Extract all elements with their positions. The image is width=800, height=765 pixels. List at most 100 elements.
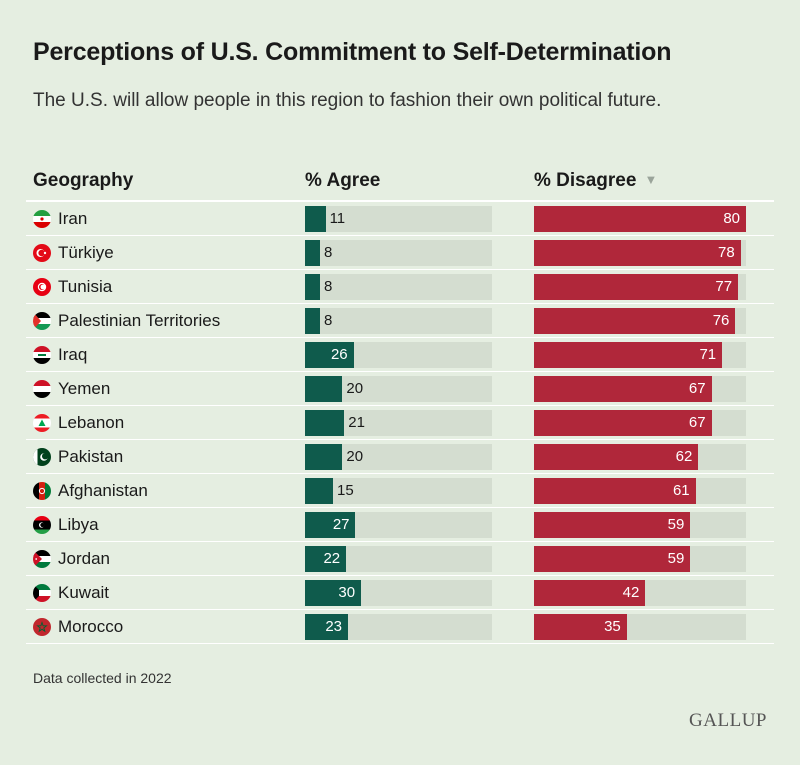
agree-bar-track: 8 [305,240,492,266]
kuwait-flag-icon [33,584,51,602]
disagree-value-label: 76 [712,312,730,329]
disagree-value-label: 80 [723,210,740,227]
agree-bar-track: 8 [305,308,492,334]
lebanon-flag-icon [33,414,51,432]
agree-bar-track: 30 [305,580,492,606]
agree-value-label: 15 [337,482,354,499]
country-label: Afghanistan [58,481,148,500]
libya-flag-icon [33,516,51,534]
agree-value-label: 27 [332,516,350,533]
agree-bar [305,410,345,436]
row-divider [26,235,774,236]
agree-bar [305,308,320,334]
disagree-bar [534,444,699,470]
disagree-value-label: 59 [667,550,685,567]
disagree-bar-track: 59 [534,546,746,572]
agree-bar-track: 8 [305,274,492,300]
tunisia-flag-icon [33,278,51,296]
row-yemen: Yemen 20 67 [0,372,800,406]
row-divider [26,371,774,372]
agree-bar-track: 11 [305,206,492,232]
agree-bar [305,512,356,538]
agree-bar-track: 20 [305,376,492,402]
disagree-bar [534,546,691,572]
row-divider [26,575,774,576]
row-divider [26,303,774,304]
agree-bar-track: 20 [305,444,492,470]
disagree-bar-track: 62 [534,444,746,470]
country-label: Iran [58,209,88,228]
disagree-bar [534,580,646,606]
disagree-bar [534,274,739,300]
row-divider [26,541,774,542]
disagree-bar-track: 59 [534,512,746,538]
agree-bar [305,614,348,640]
row-lebanon: Lebanon 21 67 [0,406,800,440]
row-libya: Libya 27 59 [0,508,800,542]
turkiye-flag-icon [33,244,51,262]
column-header-geography: Geography [33,170,134,191]
disagree-bar-track: 61 [534,478,746,504]
disagree-bar-track: 67 [534,410,746,436]
disagree-value-label: 78 [718,244,735,261]
row-divider [26,507,774,508]
agree-bar [305,546,347,572]
agree-value-label: 8 [323,278,333,295]
disagree-bar-track: 71 [534,342,746,368]
row-divider [26,439,774,440]
iraq-flag-icon [33,346,51,364]
row-divider [26,609,774,610]
disagree-bar [534,206,746,232]
disagree-bar [534,308,736,334]
disagree-bar-track: 42 [534,580,746,606]
header-divider [26,200,774,202]
disagree-bar-track: 67 [534,376,746,402]
agree-bar [305,206,326,232]
agree-bar-track: 15 [305,478,492,504]
row-divider [26,337,774,338]
country-label: Jordan [58,549,110,568]
disagree-value-label: 67 [688,380,706,397]
disagree-bar [534,342,723,368]
country-label: Tunisia [58,277,113,296]
yemen-flag-icon [33,380,51,398]
disagree-bar [534,512,691,538]
gallup-logo: GALLUP [689,710,767,731]
chart-subtitle: The U.S. will allow people in this regio… [33,90,662,111]
agree-value-label: 20 [346,380,364,397]
disagree-value-label: 77 [715,278,733,295]
country-label: Yemen [58,379,111,398]
column-header-agree: % Agree [305,170,381,191]
disagree-value-label: 67 [688,414,706,431]
iran-flag-icon [33,210,51,228]
country-label: Lebanon [58,413,125,432]
agree-value-label: 8 [323,244,333,261]
agree-bar [305,376,343,402]
column-header-disagree-label: % Disagree [534,170,637,191]
disagree-bar [534,240,741,266]
afghanistan-flag-icon [33,482,51,500]
disagree-bar-track: 78 [534,240,746,266]
jordan-flag-icon [33,550,51,568]
sort-down-icon[interactable]: ▼ [644,172,658,187]
country-label: Iraq [58,345,88,364]
pakistan-flag-icon [33,448,51,466]
disagree-bar-track: 80 [534,206,746,232]
row-divider [26,643,774,644]
row-divider [26,405,774,406]
agree-bar-track: 21 [305,410,492,436]
footnote: Data collected in 2022 [33,670,172,686]
agree-value-label: 30 [338,584,356,601]
disagree-bar [534,376,712,402]
row-palestinian-territories: Palestinian Territories 8 76 [0,304,800,338]
disagree-value-label: 62 [675,448,693,465]
row-jordan: Jordan 22 59 [0,542,800,576]
column-header-disagree[interactable]: % Disagree ▼ [534,170,657,192]
morocco-flag-icon [33,618,51,636]
agree-value-label: 8 [323,312,333,329]
row-kuwait: Kuwait 30 42 [0,576,800,610]
country-label: Libya [58,515,99,534]
row-divider [26,269,774,270]
disagree-value-label: 59 [667,516,685,533]
agree-bar [305,342,354,368]
